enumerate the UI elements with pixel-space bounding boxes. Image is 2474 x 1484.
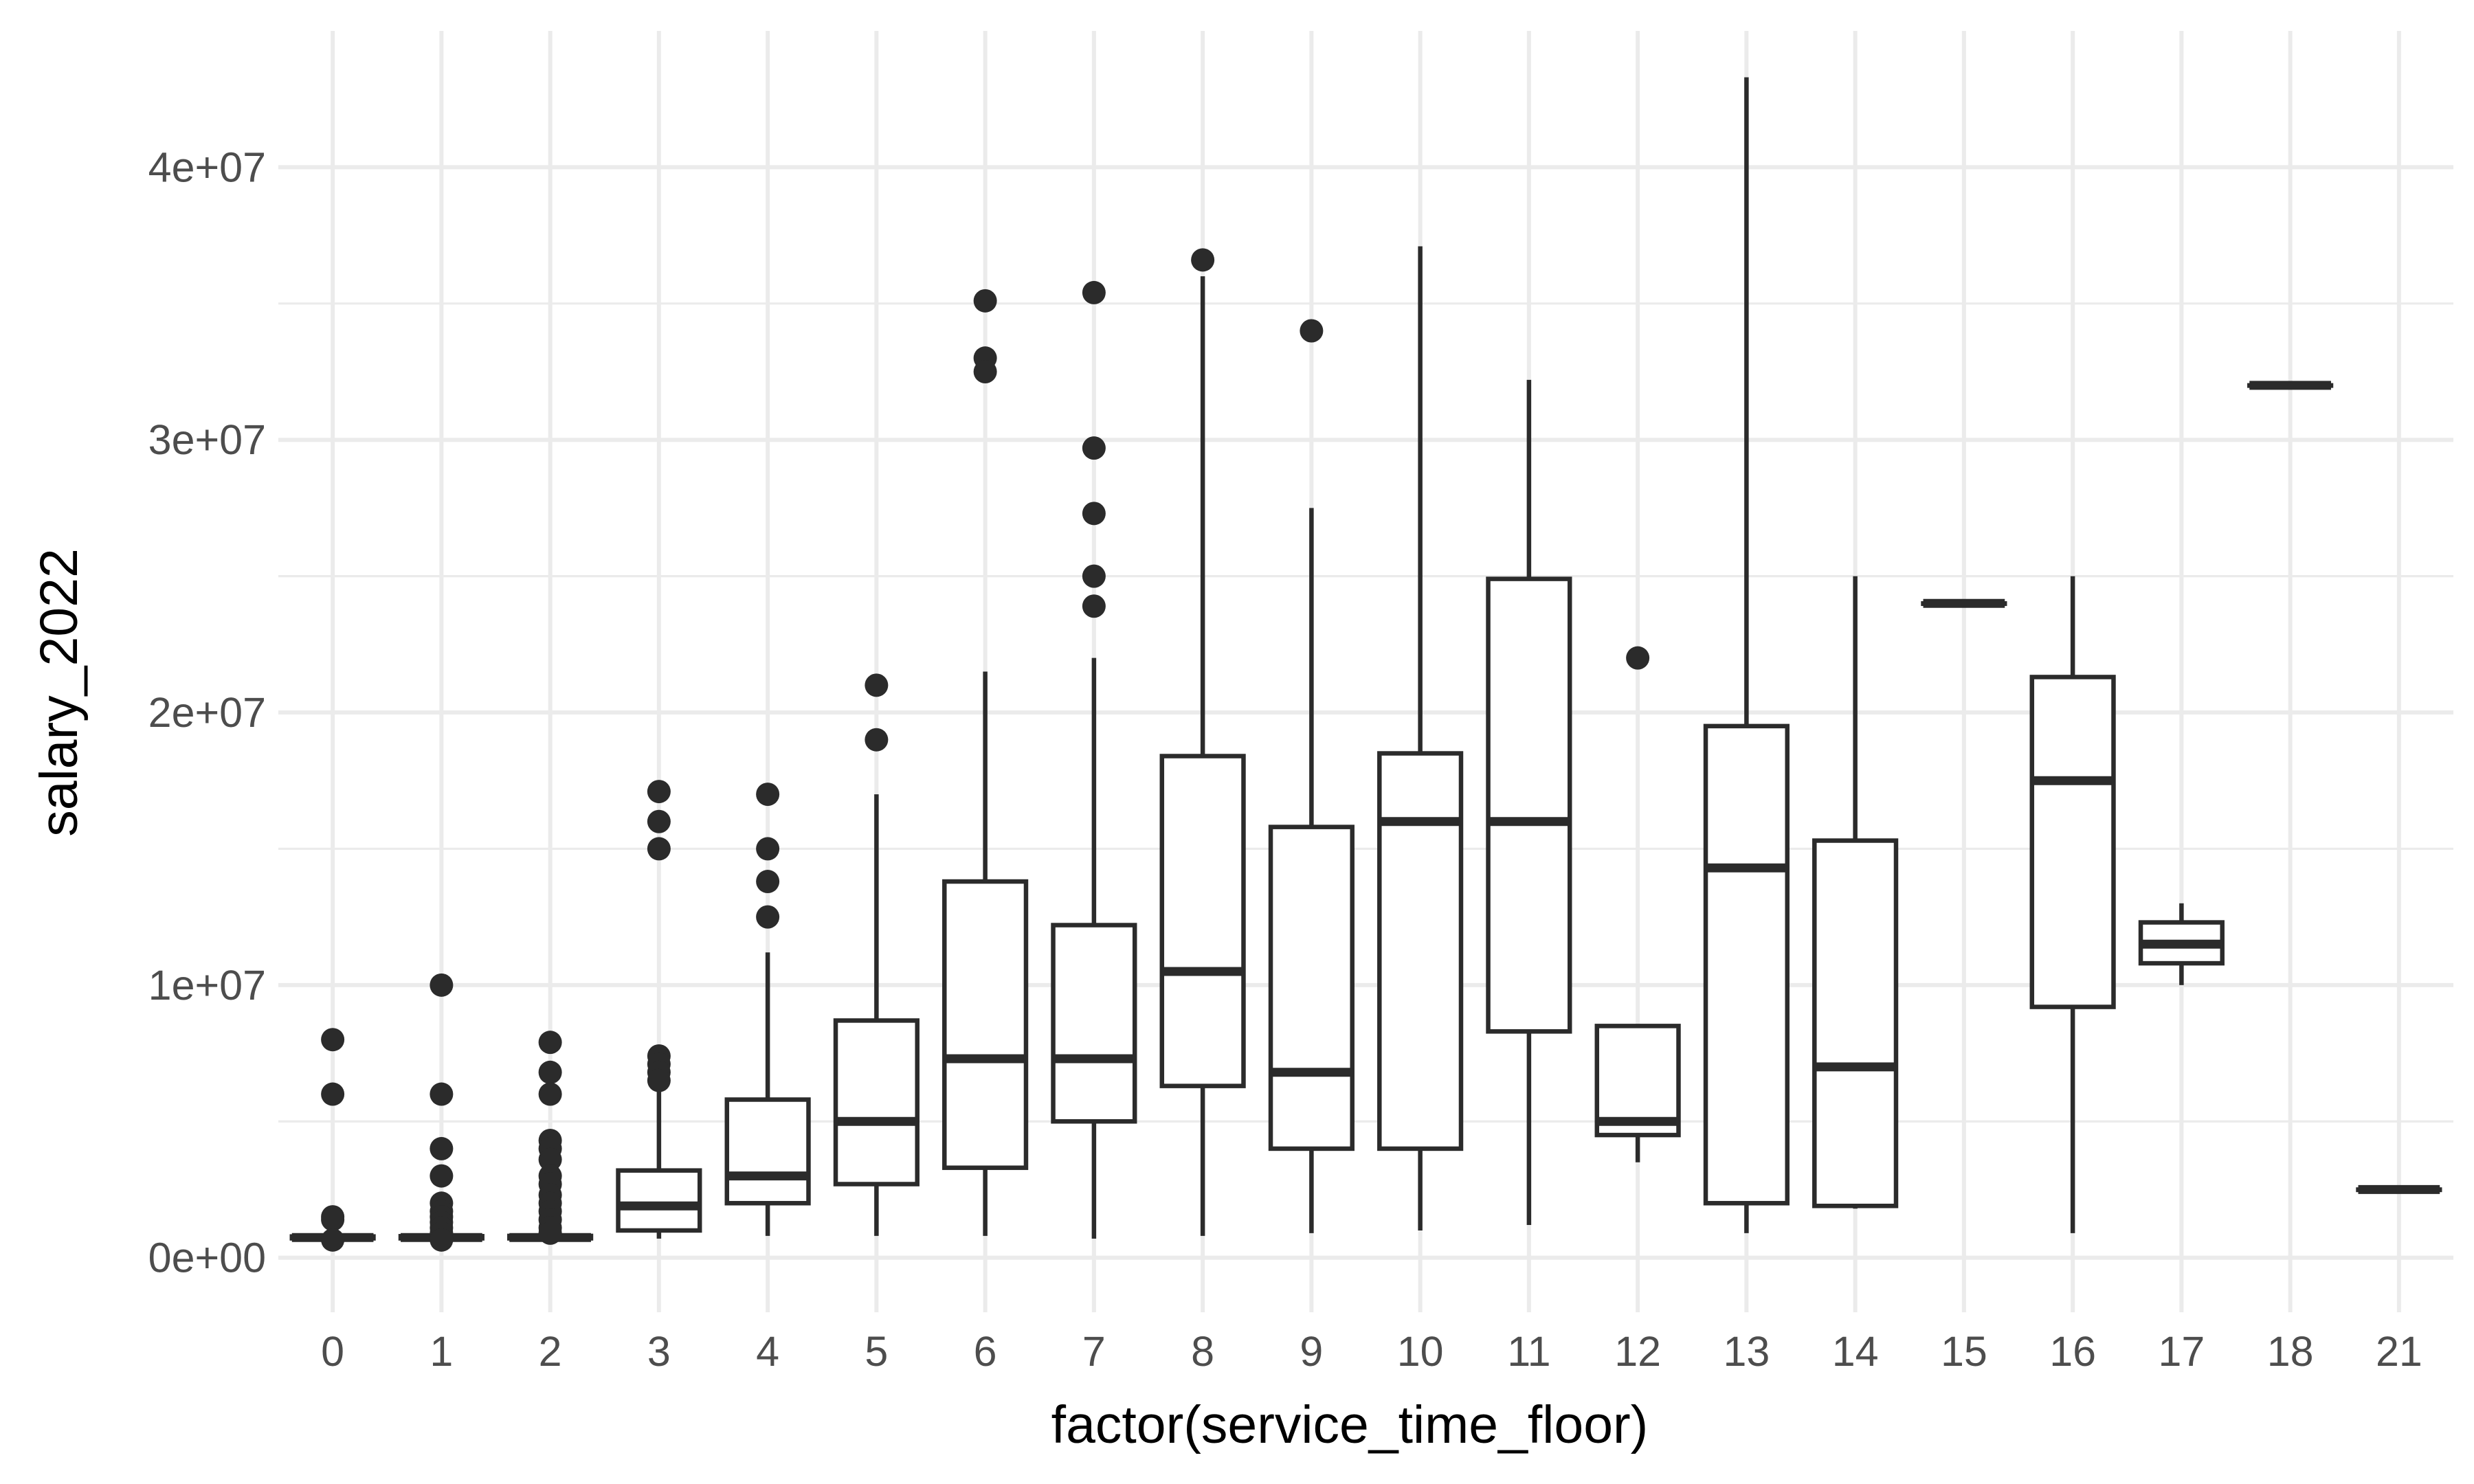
x-tick-label: 0 <box>321 1328 344 1375</box>
box-group <box>1159 248 1246 1236</box>
x-tick-label: 4 <box>756 1328 779 1375</box>
outlier-point <box>647 1068 671 1092</box>
box-iqr <box>1812 838 1899 1208</box>
x-tick-label: 2 <box>539 1328 562 1375</box>
box-iqr <box>724 1097 811 1206</box>
box-iqr <box>1703 723 1790 1206</box>
x-tick-label: 5 <box>865 1328 888 1375</box>
box-group <box>2356 1184 2442 1194</box>
outlier-point <box>647 837 671 861</box>
box-group <box>1812 576 1899 1209</box>
box-iqr <box>833 1018 920 1187</box>
outlier-point <box>538 1060 562 1084</box>
box-iqr <box>1051 923 1137 1124</box>
outlier-point <box>321 1208 345 1232</box>
x-axis-tick-labels: 0 1 2 3 4 5 6 7 8 9 10 11 12 13 14 15 16 17 18 21 <box>321 1328 2422 1375</box>
x-axis-title: factor(service_time_floor) <box>1051 1395 1649 1454</box>
grid-lines <box>278 31 2453 1312</box>
y-tick-label: 2e+07 <box>148 689 266 736</box>
box-group <box>616 780 702 1239</box>
box-group <box>1486 379 1572 1226</box>
outlier-point <box>865 728 889 752</box>
y-axis-tick-labels: 0e+00 1e+07 2e+07 3e+07 4e+07 <box>148 144 266 1281</box>
outlier-point <box>1191 248 1215 272</box>
box-iqr <box>1268 824 1355 1151</box>
box-group <box>1377 246 1464 1230</box>
outlier-point <box>756 783 780 807</box>
box-group <box>1594 646 1681 1162</box>
x-tick-label: 14 <box>1832 1328 1879 1375</box>
x-tick-label: 1 <box>430 1328 453 1375</box>
x-tick-label: 21 <box>2376 1328 2422 1375</box>
box-group <box>507 1031 594 1245</box>
outlier-point <box>756 905 780 929</box>
box-group <box>1703 77 1790 1233</box>
outlier-point <box>538 1147 562 1171</box>
y-tick-label: 0e+00 <box>148 1235 266 1281</box>
outlier-point <box>430 1228 454 1252</box>
outlier-point <box>973 289 997 313</box>
outlier-point <box>321 1082 345 1106</box>
y-axis-title: salary_2022 <box>30 548 89 837</box>
y-tick-label: 1e+07 <box>148 962 266 1009</box>
outlier-point <box>1082 436 1106 460</box>
outlier-point <box>538 1031 562 1055</box>
box-group <box>2029 576 2116 1233</box>
outlier-point <box>756 870 780 894</box>
x-tick-label: 15 <box>1941 1328 1987 1375</box>
x-tick-label: 7 <box>1082 1328 1106 1375</box>
outlier-point <box>1082 280 1106 304</box>
box-group <box>1268 319 1355 1233</box>
outlier-point <box>756 837 780 861</box>
outlier-point <box>538 1082 562 1106</box>
x-tick-label: 11 <box>1507 1328 1550 1375</box>
outlier-point <box>1082 594 1106 618</box>
outlier-point <box>865 673 889 697</box>
outlier-point <box>430 1164 454 1188</box>
x-tick-label: 12 <box>1614 1328 1661 1375</box>
box-iqr <box>1486 576 1572 1034</box>
box-iqr <box>2029 675 2116 1009</box>
box-iqr <box>942 879 1029 1170</box>
x-tick-label: 6 <box>974 1328 997 1375</box>
x-tick-label: 18 <box>2267 1328 2314 1375</box>
x-tick-label: 16 <box>2049 1328 2096 1375</box>
outlier-point <box>647 780 671 804</box>
outlier-point <box>538 1221 562 1245</box>
box-group <box>2138 903 2225 985</box>
outlier-point <box>1300 319 1324 343</box>
outlier-point <box>647 809 671 833</box>
box-group <box>942 289 1029 1236</box>
box-iqr <box>1594 1024 1681 1138</box>
box-group <box>724 783 811 1236</box>
box-group <box>398 973 484 1252</box>
outlier-point <box>1082 564 1106 588</box>
x-tick-label: 17 <box>2158 1328 2205 1375</box>
x-tick-label: 3 <box>647 1328 671 1375</box>
outlier-point <box>1626 646 1650 670</box>
box-group <box>2247 381 2334 390</box>
x-tick-label: 8 <box>1191 1328 1214 1375</box>
box-group <box>1051 280 1137 1239</box>
box-group <box>289 1028 376 1252</box>
y-tick-label: 3e+07 <box>148 416 266 463</box>
outlier-point <box>430 1082 454 1106</box>
outlier-point <box>973 360 997 384</box>
box-iqr <box>616 1168 702 1233</box>
y-tick-label: 4e+07 <box>148 144 266 190</box>
box-iqr <box>1377 751 1464 1151</box>
box-group <box>1921 598 2007 608</box>
outlier-point <box>321 1228 345 1252</box>
outlier-point <box>430 973 454 997</box>
outlier-point <box>1082 502 1106 526</box>
outlier-point <box>430 1136 454 1160</box>
boxes-layer <box>289 77 2442 1252</box>
x-tick-label: 10 <box>1397 1328 1444 1375</box>
x-tick-label: 13 <box>1723 1328 1770 1375</box>
box-group <box>833 673 920 1236</box>
box-iqr <box>1159 754 1246 1088</box>
outlier-point <box>321 1028 345 1052</box>
x-tick-label: 9 <box>1300 1328 1323 1375</box>
